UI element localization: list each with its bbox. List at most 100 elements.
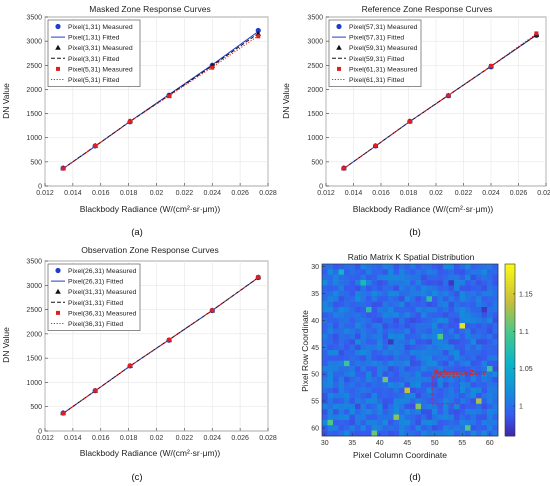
heatmap-cell bbox=[338, 339, 345, 345]
heatmap-cell bbox=[404, 280, 411, 286]
heatmap-cell bbox=[481, 403, 488, 410]
heatmap-cell bbox=[388, 274, 394, 281]
heatmap-cell bbox=[360, 333, 367, 340]
heatmap-cell bbox=[388, 323, 394, 329]
heatmap-cell bbox=[366, 425, 372, 431]
heatmap-cell bbox=[437, 301, 444, 308]
heatmap-cell bbox=[360, 360, 367, 367]
heatmap-cell bbox=[476, 371, 482, 378]
heatmap-cell bbox=[399, 371, 405, 378]
heatmap-cell bbox=[487, 344, 493, 351]
panel-label: (d) bbox=[409, 472, 421, 483]
y-tick-label: 500 bbox=[30, 404, 42, 411]
y-tick-label: 0 bbox=[38, 184, 42, 191]
heatmap-cell bbox=[399, 301, 405, 308]
heatmap-cell bbox=[322, 419, 328, 426]
heatmap-cell bbox=[426, 296, 433, 302]
heatmap-cell bbox=[437, 376, 444, 383]
series-line-3 bbox=[62, 33, 259, 169]
heatmap-cell bbox=[355, 360, 361, 367]
heatmap-cell bbox=[443, 393, 449, 399]
heatmap-cell bbox=[421, 414, 427, 421]
heatmap-cell bbox=[432, 328, 438, 335]
heatmap-cell bbox=[470, 323, 477, 329]
x-axis-label: Pixel Column Coordinate bbox=[353, 450, 447, 460]
heatmap-cell bbox=[432, 414, 438, 421]
heatmap-cell bbox=[454, 425, 460, 431]
heatmap-cell bbox=[360, 350, 367, 356]
heatmap-cell bbox=[399, 269, 405, 276]
heatmap-cell bbox=[338, 355, 345, 362]
y-tick-label: 2500 bbox=[26, 307, 42, 314]
colorbar-segment bbox=[505, 427, 515, 431]
heatmap-cell bbox=[448, 285, 455, 292]
heatmap-cell bbox=[448, 371, 455, 378]
legend-marker bbox=[55, 44, 61, 50]
chart-title: Ratio Matrix K Spatial Distribution bbox=[348, 252, 475, 262]
heatmap-cell bbox=[465, 414, 471, 421]
x-tick-label: 40 bbox=[376, 440, 384, 447]
colorbar-segment bbox=[505, 364, 515, 368]
heatmap-cell bbox=[360, 376, 367, 383]
x-tick-label: 60 bbox=[486, 440, 494, 447]
heatmap-cell bbox=[487, 269, 493, 276]
heatmap-cell bbox=[349, 323, 356, 329]
heatmap-cell bbox=[399, 285, 405, 292]
heatmap-cell bbox=[459, 333, 466, 340]
heatmap-cell bbox=[481, 317, 488, 324]
legend-marker bbox=[336, 44, 342, 50]
heatmap-cell bbox=[404, 382, 411, 388]
heatmap-cell bbox=[465, 328, 471, 335]
heatmap-cell bbox=[437, 409, 444, 415]
heatmap-cell bbox=[415, 403, 422, 410]
heatmap-cell bbox=[366, 355, 372, 362]
heatmap-cell bbox=[388, 350, 394, 356]
x-tick-label: 0.028 bbox=[259, 190, 277, 197]
heatmap-cell bbox=[476, 360, 482, 367]
heatmap-cell bbox=[393, 387, 400, 394]
heatmap-cell bbox=[415, 360, 422, 367]
heatmap-cell bbox=[344, 393, 350, 399]
heatmap-cell bbox=[448, 307, 455, 313]
heatmap-cell bbox=[470, 264, 477, 270]
heatmap-cell bbox=[393, 414, 400, 421]
heatmap-cell bbox=[360, 285, 367, 292]
heatmap-cell bbox=[338, 414, 345, 421]
heatmap-cell bbox=[393, 264, 400, 270]
heatmap-cell bbox=[404, 355, 411, 362]
y-tick-label: 3000 bbox=[26, 283, 42, 290]
heatmap-cell bbox=[470, 307, 477, 313]
heatmap-cell bbox=[404, 290, 411, 297]
heatmap-cell bbox=[371, 301, 378, 308]
heatmap-cell bbox=[344, 403, 350, 410]
heatmap-cell bbox=[404, 323, 411, 329]
heatmap-cell bbox=[366, 307, 372, 313]
heatmap-cell bbox=[448, 333, 455, 340]
colorbar-segment bbox=[505, 315, 515, 319]
heatmap-cell bbox=[415, 317, 422, 324]
heatmap-cell bbox=[476, 274, 482, 281]
heatmap-cell bbox=[366, 382, 372, 388]
heatmap-cell bbox=[470, 290, 477, 297]
heatmap-cell bbox=[355, 312, 361, 319]
data-point-square bbox=[256, 275, 261, 280]
heatmap-cell bbox=[393, 301, 400, 308]
colorbar-segment bbox=[505, 272, 515, 276]
heatmap-cell bbox=[465, 274, 471, 281]
heatmap-cell bbox=[377, 339, 383, 345]
heatmap-cell bbox=[459, 371, 466, 378]
heatmap-cell bbox=[448, 376, 455, 383]
heatmap-cell bbox=[377, 274, 383, 281]
heatmap-cell bbox=[399, 403, 405, 410]
heatmap-cell bbox=[487, 264, 493, 270]
heatmap-cell bbox=[355, 382, 361, 388]
heatmap-cell bbox=[382, 409, 389, 415]
heatmap-cell bbox=[393, 296, 400, 302]
heatmap-cell bbox=[333, 409, 339, 415]
heatmap-cell bbox=[355, 393, 361, 399]
heatmap-cell bbox=[454, 274, 460, 281]
heatmap-cell bbox=[448, 360, 455, 367]
y-axis-label: Pixel Row Coordinate bbox=[300, 310, 310, 392]
colorbar-segment bbox=[505, 307, 515, 311]
colorbar-segment bbox=[505, 381, 515, 385]
